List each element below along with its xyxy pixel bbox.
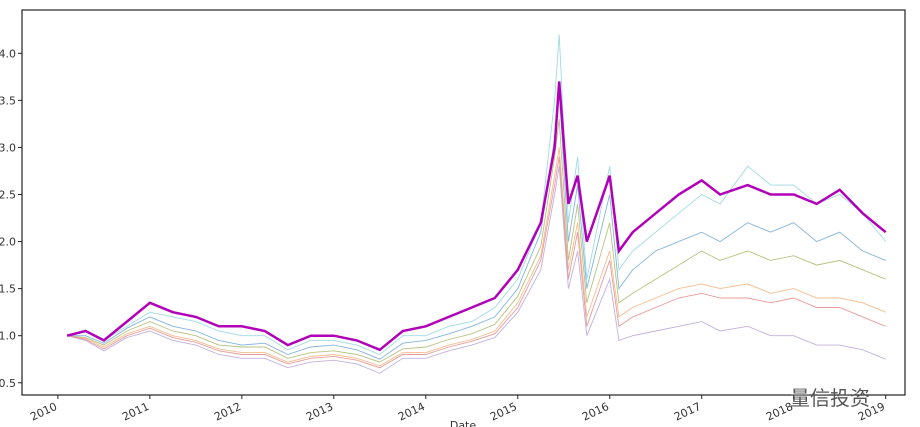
x-tick-label: 2016 (580, 400, 611, 424)
y-tick-label: 0.5 (0, 377, 16, 390)
y-tick-label: 4.0 (0, 47, 16, 60)
y-tick-label: 1.5 (0, 283, 16, 296)
y-tick-label: 2.0 (0, 236, 16, 249)
series-line (67, 156, 886, 369)
series-line (66, 166, 886, 374)
x-tick-label: 2014 (396, 400, 427, 424)
x-tick-label: 2010 (28, 400, 59, 424)
x-axis-label: Date (450, 419, 477, 427)
series-line (67, 147, 886, 367)
series-line (67, 90, 886, 360)
x-tick-label: 2013 (304, 400, 335, 424)
x-tick-label: 2011 (120, 400, 151, 424)
series-line (67, 119, 886, 363)
x-tick-label: 2015 (488, 400, 519, 424)
x-tick-label: 2017 (672, 400, 703, 424)
y-tick-label: 1.0 (0, 330, 16, 343)
plot-frame (21, 9, 906, 396)
x-tick-label: 2018 (764, 400, 795, 424)
y-tick-label: 2.5 (0, 188, 16, 201)
series-line (66, 81, 887, 352)
y-tick-label: 3.0 (0, 141, 16, 154)
y-tick-label: 3.5 (0, 94, 16, 107)
x-tick-label: 2012 (212, 400, 243, 424)
watermark: 量信投资 (790, 386, 870, 410)
